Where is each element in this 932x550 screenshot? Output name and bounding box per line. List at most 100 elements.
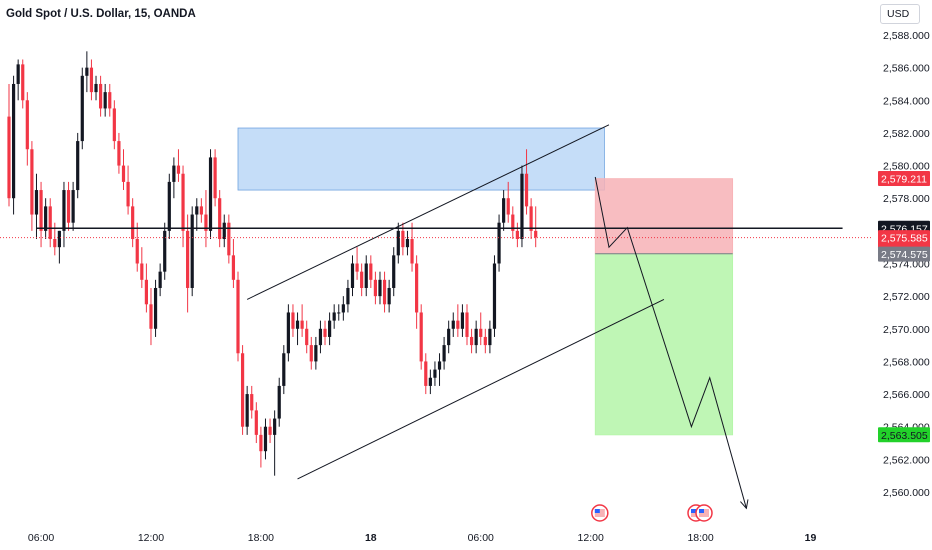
candle-body <box>506 198 510 215</box>
candle <box>479 312 483 346</box>
candle <box>506 181 510 223</box>
candle-body <box>7 116 11 199</box>
candle <box>218 190 222 248</box>
candle <box>318 320 323 354</box>
candle <box>341 296 345 321</box>
candle <box>524 149 529 215</box>
candle <box>328 312 332 346</box>
candle-body <box>488 328 492 346</box>
candle-body <box>89 67 94 93</box>
candle-body <box>350 263 355 288</box>
candle <box>16 59 20 101</box>
candle <box>25 92 29 166</box>
candle <box>346 279 350 313</box>
candle <box>117 132 121 174</box>
candle <box>433 361 437 386</box>
candle-body <box>502 198 506 223</box>
candle <box>387 279 391 313</box>
candle <box>144 263 148 313</box>
projection-path <box>594 176 747 509</box>
candle-body <box>524 173 529 207</box>
candle-body <box>405 239 410 248</box>
candle <box>314 336 318 370</box>
candle-body <box>277 385 281 419</box>
candle <box>222 214 226 248</box>
candle-body <box>66 190 71 223</box>
candle <box>451 312 455 337</box>
candle-body <box>346 287 350 305</box>
candle-body <box>520 173 524 240</box>
candle <box>456 304 460 337</box>
price-tag-bg <box>878 246 930 262</box>
candle-body <box>323 328 327 337</box>
candle <box>373 271 377 305</box>
candle-body <box>99 83 103 109</box>
candle <box>236 271 240 362</box>
candle <box>474 320 478 354</box>
y-tick-label: 2,560.000 <box>883 487 930 499</box>
y-tick-label: 2,582.000 <box>883 128 930 140</box>
lines-layer <box>0 124 872 510</box>
price-tag: 2,563.505 <box>878 427 930 443</box>
candle-body <box>382 279 387 305</box>
candle <box>250 385 254 419</box>
x-tick-label: 18 <box>365 532 377 544</box>
candle-body <box>21 64 25 101</box>
candle-body <box>469 336 474 346</box>
price-tag-label: 2,575.585 <box>881 233 928 245</box>
candle-body <box>140 263 144 280</box>
currency-selector[interactable]: USD <box>880 4 920 24</box>
candle-body <box>80 75 84 142</box>
x-tick-label: 12:00 <box>138 532 164 544</box>
candle-body <box>479 328 483 337</box>
candle-body <box>419 312 423 362</box>
candle <box>282 345 286 395</box>
y-tick-label: 2,570.000 <box>883 324 930 336</box>
candle-body <box>369 263 373 280</box>
candle-body <box>410 239 414 264</box>
candle <box>323 320 327 346</box>
candle <box>76 132 80 199</box>
y-tick-label: 2,562.000 <box>883 454 930 466</box>
candle-body <box>131 206 135 240</box>
candle-body <box>300 320 304 329</box>
candle <box>442 336 446 370</box>
candle <box>112 100 116 150</box>
candle <box>231 239 236 288</box>
candle <box>121 149 126 191</box>
candle <box>300 304 304 337</box>
candle-body <box>456 320 460 329</box>
candle-body <box>218 198 222 240</box>
x-tick-label: 18:00 <box>248 532 274 544</box>
candle <box>437 353 442 386</box>
candle <box>167 173 171 240</box>
candle-body <box>126 181 130 207</box>
candle-body <box>94 83 98 93</box>
candle <box>534 206 538 248</box>
candle <box>291 304 295 337</box>
candle-body <box>213 157 217 199</box>
candle <box>469 328 474 354</box>
candle <box>176 149 181 182</box>
candle-body <box>34 190 39 215</box>
candle <box>186 214 190 313</box>
candle <box>286 304 290 362</box>
candle-body <box>492 263 497 329</box>
flag-canton <box>594 509 600 513</box>
candle <box>245 385 249 435</box>
flag-canton <box>699 509 704 513</box>
candle <box>405 230 410 256</box>
candle <box>268 418 272 444</box>
candle-body <box>259 434 263 452</box>
candle-body <box>424 361 428 386</box>
candle <box>483 328 487 354</box>
candle <box>355 247 359 280</box>
candle <box>360 263 364 297</box>
candle <box>172 157 176 199</box>
candle-body <box>360 271 364 288</box>
x-tick-label: 12:00 <box>578 532 604 544</box>
candle <box>460 304 465 337</box>
candle <box>273 410 277 476</box>
candle-body <box>186 230 190 288</box>
